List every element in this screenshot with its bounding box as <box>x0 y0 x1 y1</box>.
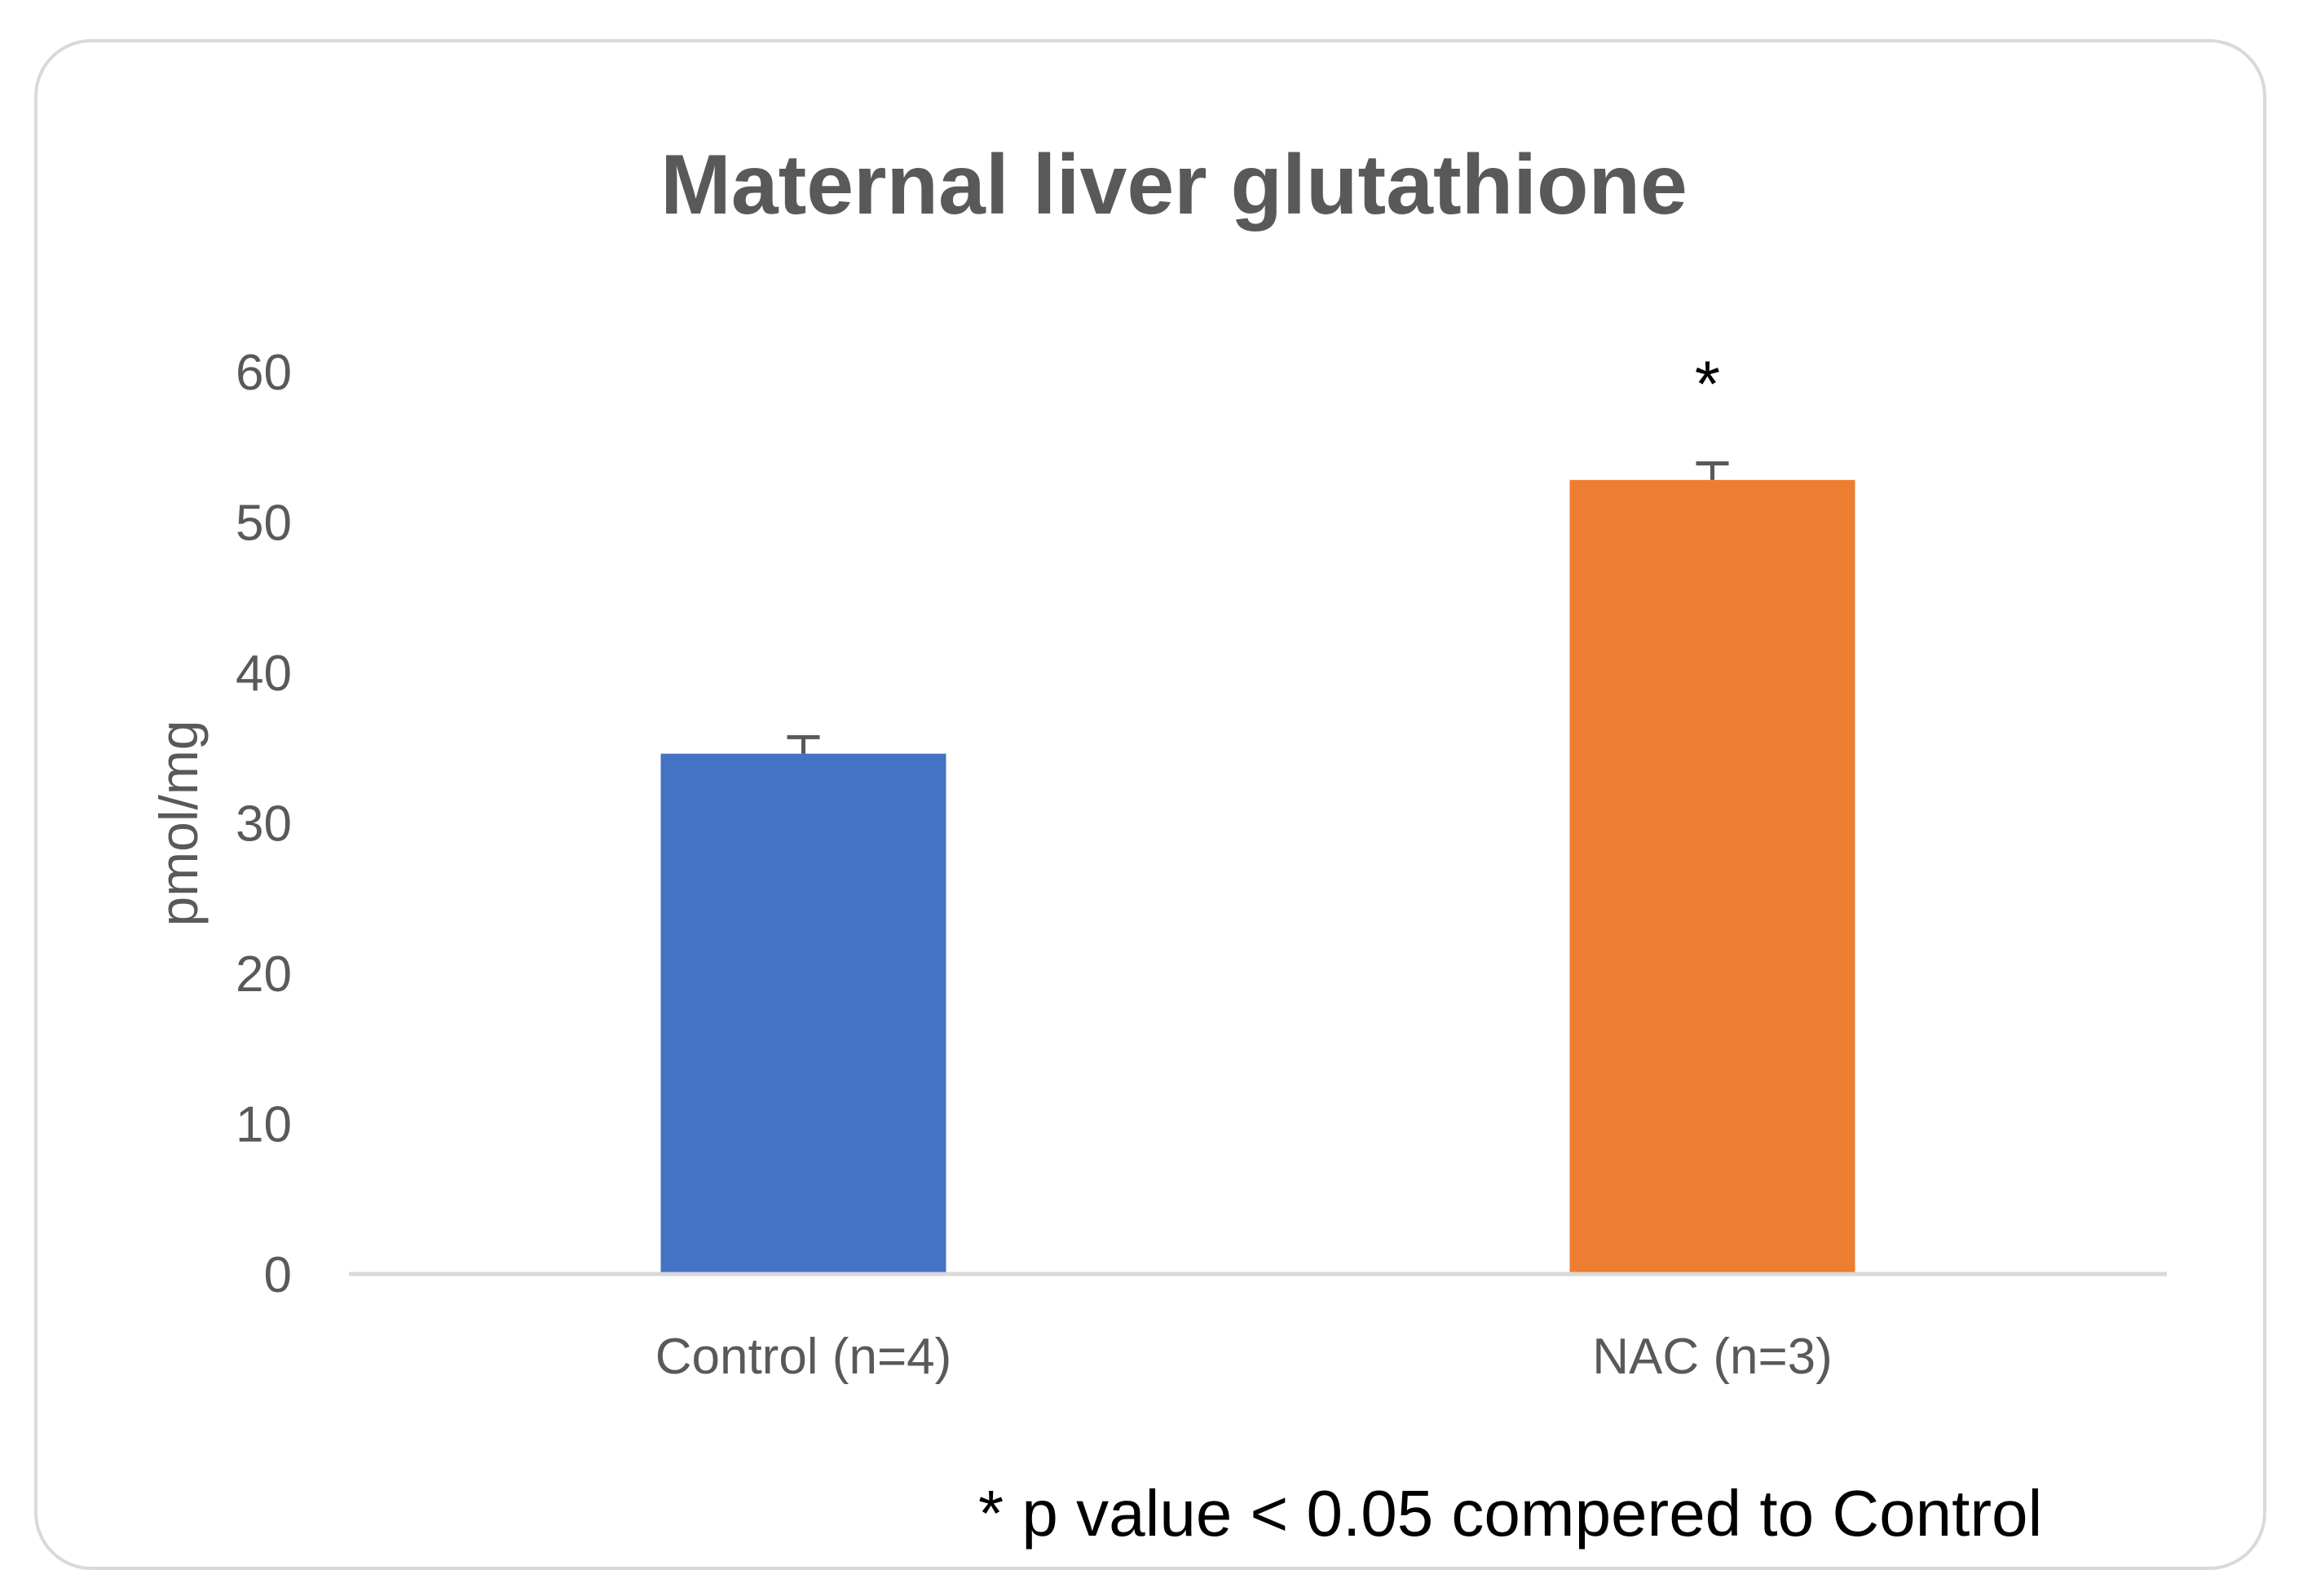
x-tick-labels: Control (n=4) NAC (n=3) <box>655 1329 1833 1385</box>
bar-2 <box>1569 479 1855 1274</box>
chart-title: Maternal liver glutathione <box>660 138 1688 232</box>
y-axis-label: pmol/mg <box>148 720 209 926</box>
footnote: * p value < 0.05 compered to Control <box>978 1477 2042 1550</box>
error-bars <box>787 461 1729 754</box>
y-tick-label-10: 10 <box>236 1097 292 1153</box>
bars <box>660 479 1855 1274</box>
chart-frame <box>34 39 2266 1570</box>
y-tick-label-40: 40 <box>236 646 292 702</box>
significance-markers: * <box>1695 348 1720 421</box>
y-tick-labels: 0 10 20 30 40 50 60 <box>236 345 292 1303</box>
x-tick-label-2: NAC (n=3) <box>1592 1329 1833 1385</box>
y-tick-label-0: 0 <box>264 1247 292 1303</box>
x-tick-label-1: Control (n=4) <box>655 1329 952 1385</box>
bar-1 <box>660 753 946 1274</box>
y-tick-label-50: 50 <box>236 496 292 552</box>
y-tick-label-20: 20 <box>236 946 292 1003</box>
y-tick-label-30: 30 <box>236 796 292 853</box>
significance-marker-2: * <box>1695 348 1720 421</box>
y-tick-label-60: 60 <box>236 345 292 401</box>
